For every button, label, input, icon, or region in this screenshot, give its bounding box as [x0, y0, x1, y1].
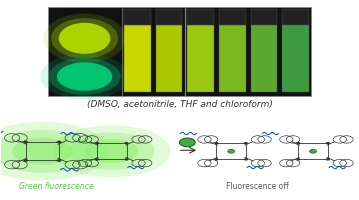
- FancyBboxPatch shape: [48, 7, 311, 96]
- FancyBboxPatch shape: [251, 9, 277, 25]
- Ellipse shape: [43, 14, 126, 63]
- FancyBboxPatch shape: [219, 9, 246, 25]
- FancyBboxPatch shape: [156, 25, 182, 92]
- FancyBboxPatch shape: [187, 9, 214, 25]
- FancyBboxPatch shape: [251, 25, 277, 92]
- Circle shape: [124, 158, 129, 161]
- Circle shape: [180, 138, 195, 147]
- Text: Fluorescence off: Fluorescence off: [227, 182, 289, 191]
- Ellipse shape: [0, 130, 91, 173]
- Circle shape: [95, 142, 99, 144]
- Text: (DMSO, acetonitrile, THF and chloroform): (DMSO, acetonitrile, THF and chloroform): [87, 100, 272, 109]
- Circle shape: [296, 142, 300, 144]
- Circle shape: [228, 149, 235, 153]
- Ellipse shape: [40, 54, 129, 99]
- FancyBboxPatch shape: [187, 25, 214, 92]
- FancyBboxPatch shape: [156, 9, 182, 25]
- Circle shape: [57, 159, 61, 162]
- FancyBboxPatch shape: [124, 9, 151, 25]
- Circle shape: [244, 158, 248, 161]
- Ellipse shape: [51, 18, 118, 59]
- Circle shape: [214, 142, 219, 144]
- Circle shape: [309, 149, 317, 153]
- Ellipse shape: [12, 138, 73, 165]
- FancyBboxPatch shape: [219, 25, 246, 92]
- Circle shape: [296, 158, 300, 161]
- Circle shape: [326, 142, 330, 144]
- Ellipse shape: [0, 122, 109, 181]
- Circle shape: [23, 159, 28, 162]
- Circle shape: [23, 141, 28, 143]
- Circle shape: [124, 142, 129, 144]
- FancyBboxPatch shape: [282, 9, 309, 25]
- Circle shape: [244, 142, 248, 144]
- Circle shape: [57, 141, 61, 143]
- Circle shape: [214, 158, 219, 161]
- Text: Green fluorescence: Green fluorescence: [19, 182, 94, 191]
- Ellipse shape: [85, 139, 139, 163]
- Circle shape: [326, 158, 330, 161]
- Ellipse shape: [69, 132, 155, 170]
- FancyBboxPatch shape: [282, 25, 309, 92]
- Ellipse shape: [59, 23, 111, 54]
- Ellipse shape: [48, 58, 121, 95]
- Ellipse shape: [53, 125, 171, 177]
- Ellipse shape: [57, 62, 112, 91]
- Circle shape: [95, 158, 99, 161]
- FancyBboxPatch shape: [124, 25, 151, 92]
